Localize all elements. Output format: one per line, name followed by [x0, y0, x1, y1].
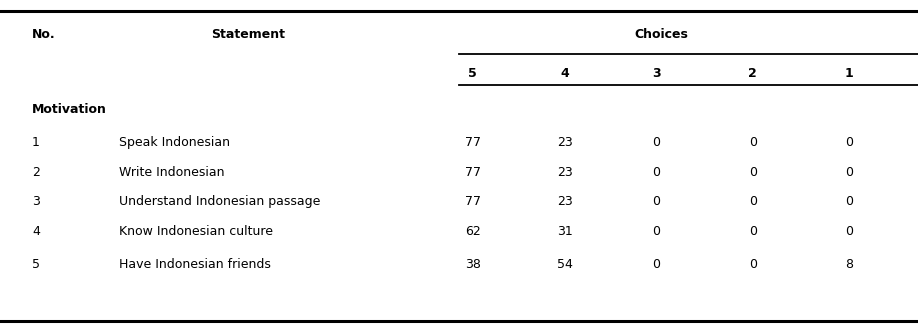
Text: 5: 5: [32, 257, 40, 271]
Text: 62: 62: [465, 225, 481, 238]
Text: 5: 5: [468, 67, 477, 80]
Text: 4: 4: [32, 225, 40, 238]
Text: 77: 77: [465, 166, 481, 179]
Text: 0: 0: [749, 257, 756, 271]
Text: 8: 8: [845, 257, 853, 271]
Text: 4: 4: [560, 67, 569, 80]
Text: 0: 0: [653, 136, 660, 149]
Text: 23: 23: [556, 195, 573, 208]
Text: 3: 3: [32, 195, 40, 208]
Text: 0: 0: [845, 195, 853, 208]
Text: 0: 0: [749, 195, 756, 208]
Text: 0: 0: [653, 166, 660, 179]
Text: 3: 3: [652, 67, 661, 80]
Text: 31: 31: [556, 225, 573, 238]
Text: Motivation: Motivation: [32, 103, 107, 116]
Text: Understand Indonesian passage: Understand Indonesian passage: [119, 195, 320, 208]
Text: 0: 0: [653, 195, 660, 208]
Text: 54: 54: [556, 257, 573, 271]
Text: 0: 0: [653, 225, 660, 238]
Text: 0: 0: [845, 136, 853, 149]
Text: 0: 0: [749, 225, 756, 238]
Text: 0: 0: [845, 166, 853, 179]
Text: 77: 77: [465, 136, 481, 149]
Text: Write Indonesian: Write Indonesian: [119, 166, 225, 179]
Text: 0: 0: [845, 225, 853, 238]
Text: Speak Indonesian: Speak Indonesian: [119, 136, 230, 149]
Text: 1: 1: [845, 67, 854, 80]
Text: Statement: Statement: [211, 28, 285, 41]
Text: 2: 2: [32, 166, 40, 179]
Text: 2: 2: [748, 67, 757, 80]
Text: Choices: Choices: [634, 28, 688, 41]
Text: 38: 38: [465, 257, 481, 271]
Text: 23: 23: [556, 166, 573, 179]
Text: 23: 23: [556, 136, 573, 149]
Text: 1: 1: [32, 136, 40, 149]
Text: Know Indonesian culture: Know Indonesian culture: [119, 225, 274, 238]
Text: 0: 0: [749, 166, 756, 179]
Text: 0: 0: [653, 257, 660, 271]
Text: Have Indonesian friends: Have Indonesian friends: [119, 257, 271, 271]
Text: 0: 0: [749, 136, 756, 149]
Text: No.: No.: [32, 28, 56, 41]
Text: 77: 77: [465, 195, 481, 208]
